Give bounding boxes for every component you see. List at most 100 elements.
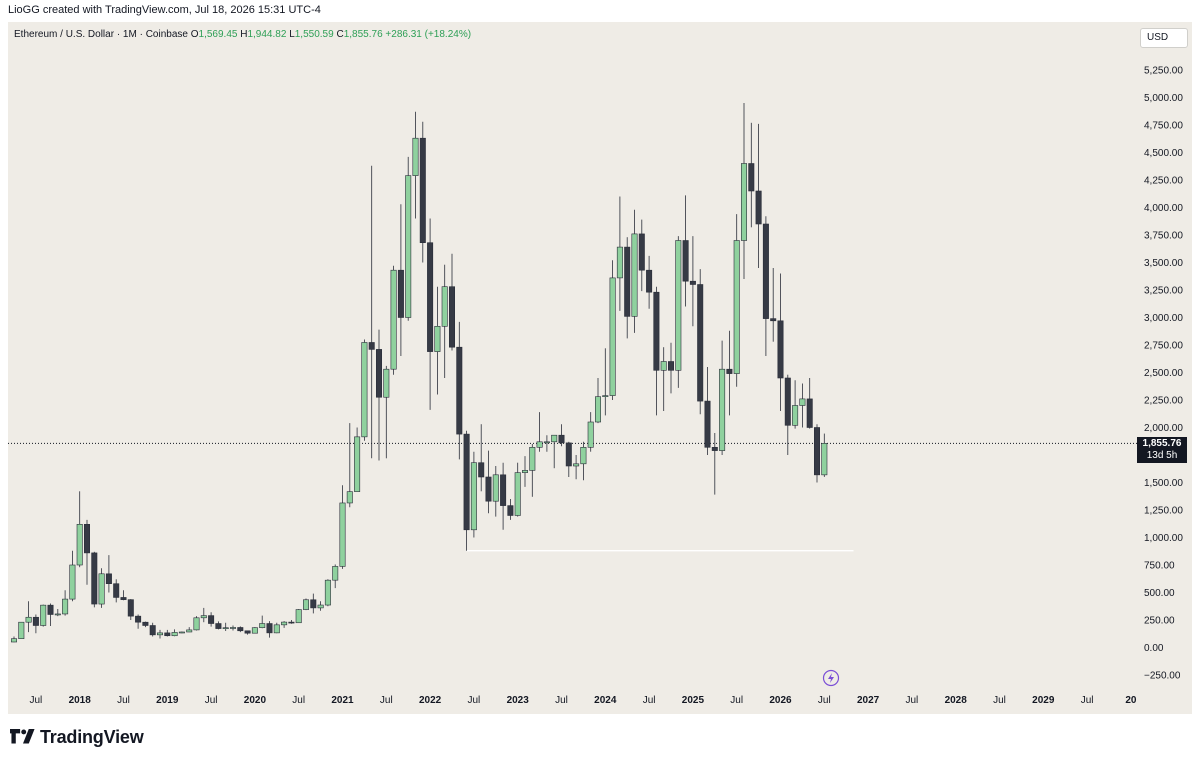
candle xyxy=(317,601,324,611)
candle xyxy=(689,236,696,327)
y-tick-label: 3,250.00 xyxy=(1144,286,1183,297)
symbol-name[interactable]: Ethereum / U.S. Dollar · 1M · Coinbase xyxy=(14,29,188,40)
x-tick-label: 2021 xyxy=(331,695,354,706)
candle-body xyxy=(755,190,762,225)
candle xyxy=(230,625,237,631)
y-tick-label: 3,750.00 xyxy=(1144,231,1183,242)
candle-body xyxy=(157,632,164,636)
candle xyxy=(354,427,361,492)
chart-area[interactable] xyxy=(8,22,1192,714)
candle xyxy=(536,412,543,452)
candle-body xyxy=(412,137,419,176)
x-tick-label: 2025 xyxy=(682,695,705,706)
candle-body xyxy=(813,427,820,476)
candle xyxy=(332,564,339,589)
y-tick-label: 0.00 xyxy=(1144,643,1164,654)
candle-body xyxy=(470,462,477,531)
candle xyxy=(178,631,185,634)
candle-body xyxy=(339,502,346,567)
candle-body xyxy=(762,223,769,319)
candle xyxy=(18,621,25,640)
candle-body xyxy=(514,472,521,516)
y-tick-label: 2,500.00 xyxy=(1144,368,1183,379)
candle xyxy=(397,204,404,356)
candle-body xyxy=(178,631,185,634)
candle xyxy=(142,621,149,628)
change-value: +286.31 (+18.24%) xyxy=(385,29,472,40)
candle xyxy=(368,165,375,459)
candle xyxy=(208,612,215,627)
tradingview-logo[interactable]: TradingView xyxy=(10,726,144,748)
candle-body xyxy=(405,175,412,318)
candle xyxy=(448,253,455,351)
candle xyxy=(47,603,54,627)
candle-body xyxy=(383,368,390,398)
candle xyxy=(770,268,777,342)
candle xyxy=(799,383,806,428)
candle xyxy=(302,598,309,611)
candle xyxy=(40,604,47,627)
candle-body xyxy=(711,446,718,451)
candle xyxy=(653,286,660,416)
x-tick-label: Jul xyxy=(730,695,743,706)
high-label: H xyxy=(240,29,248,40)
candle xyxy=(215,621,222,630)
candle-body xyxy=(682,240,689,282)
currency-button[interactable]: USD xyxy=(1140,28,1188,48)
x-tick-label: Jul xyxy=(292,695,305,706)
candle xyxy=(624,237,631,339)
x-tick-label: Jul xyxy=(117,695,130,706)
candle xyxy=(529,444,536,497)
candle-body xyxy=(667,361,674,371)
candle xyxy=(733,214,740,387)
candle-body xyxy=(18,621,25,640)
candle xyxy=(157,629,164,639)
candle-body xyxy=(324,579,331,606)
candle xyxy=(711,433,718,495)
candle-body xyxy=(704,400,711,448)
candle xyxy=(580,441,587,481)
x-tick-label: 2028 xyxy=(945,695,968,706)
candle-body xyxy=(361,342,368,438)
candle xyxy=(186,627,193,633)
lightning-icon-ring xyxy=(822,669,840,687)
y-tick-label: 500.00 xyxy=(1144,588,1175,599)
candle-body xyxy=(456,346,463,435)
candle-body xyxy=(427,242,434,352)
candle-body xyxy=(368,342,375,350)
candle-body xyxy=(719,368,726,451)
candle-body xyxy=(273,624,280,634)
candle xyxy=(427,218,434,410)
y-tick-label: 4,000.00 xyxy=(1144,203,1183,214)
y-tick-label: 5,250.00 xyxy=(1144,66,1183,77)
candle xyxy=(646,255,653,309)
candle-body xyxy=(573,463,580,467)
candle xyxy=(200,607,207,623)
candle-body xyxy=(105,573,112,584)
candle-body xyxy=(507,505,514,516)
candle xyxy=(25,601,32,633)
candle-body xyxy=(237,627,244,632)
chart-caption: LioGG created with TradingView.com, Jul … xyxy=(8,4,321,16)
candle-body xyxy=(215,623,222,629)
candle xyxy=(266,621,273,638)
candle-body xyxy=(777,320,784,379)
candle-body xyxy=(792,405,799,426)
candle xyxy=(76,491,83,568)
candle-body xyxy=(25,616,32,623)
candle xyxy=(251,627,258,634)
candle-body xyxy=(660,361,667,371)
y-tick-label: 750.00 xyxy=(1144,561,1175,572)
candle-body xyxy=(142,621,149,626)
close-value: 1,855.76 xyxy=(343,29,383,40)
candle-body xyxy=(529,446,536,471)
low-label: L xyxy=(289,29,295,40)
candle-body xyxy=(434,325,441,352)
candle-body xyxy=(726,368,733,374)
candle xyxy=(558,424,565,447)
candle xyxy=(660,347,667,411)
candle-body xyxy=(631,233,638,317)
candle-body xyxy=(47,604,54,615)
candle-body xyxy=(317,604,324,609)
